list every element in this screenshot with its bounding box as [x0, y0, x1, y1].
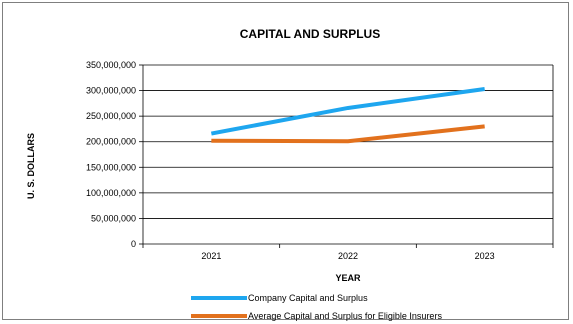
y-axis-label: U. S. DOLLARS: [26, 133, 36, 199]
x-tick-labels: 2021 2022 2023: [201, 251, 494, 261]
x-tick-label: 2021: [201, 251, 221, 261]
y-tick-labels: 0 50,000,000 100,000,000 150,000,000 200,000…: [86, 60, 136, 249]
y-tick-label: 150,000,000: [86, 162, 136, 172]
legend-label: Company Capital and Surplus: [248, 293, 368, 303]
x-tick-label: 2023: [475, 251, 495, 261]
gridlines: [139, 64, 554, 248]
series-line-2: [211, 124, 485, 144]
y-tick-label: 300,000,000: [86, 86, 136, 96]
x-tick-label: 2022: [338, 251, 358, 261]
y-tick-label: 0: [131, 239, 136, 249]
legend: Company Capital and Surplus Average Capit…: [191, 293, 442, 321]
y-tick-label: 350,000,000: [86, 60, 136, 70]
y-tick-label: 50,000,000: [91, 213, 136, 223]
y-tick-label: 100,000,000: [86, 188, 136, 198]
y-tick-label: 250,000,000: [86, 111, 136, 121]
legend-label: Average Capital and Surplus for Eligible…: [248, 311, 442, 321]
x-axis-label: YEAR: [335, 273, 361, 283]
series-line-1: [210, 87, 485, 136]
y-tick-label: 200,000,000: [86, 137, 136, 147]
chart-frame: [2, 2, 569, 320]
series-lines: [210, 87, 485, 144]
chart-title: CAPITAL AND SURPLUS: [240, 27, 380, 41]
